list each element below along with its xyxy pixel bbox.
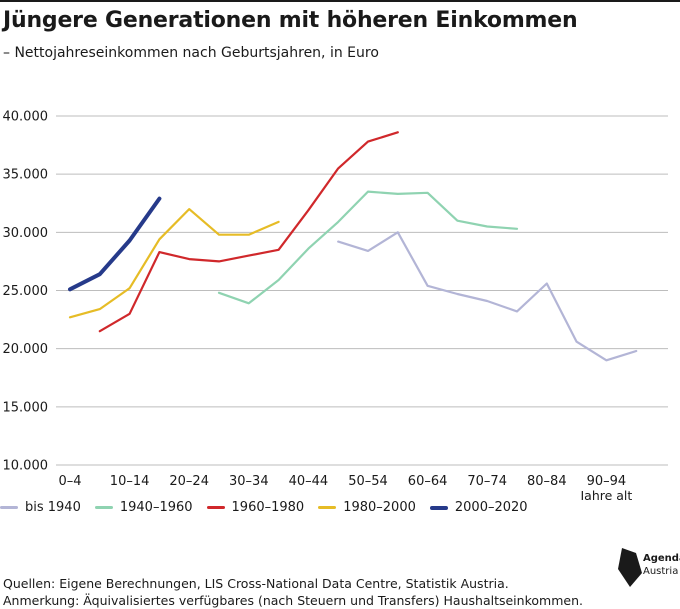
sources-note: Quellen: Eigene Berechnungen, LIS Cross-… bbox=[3, 576, 509, 591]
legend-item: 2000–2020 bbox=[429, 500, 528, 515]
agenda-austria-logo bbox=[618, 548, 642, 587]
x-tick-label: 0–4 bbox=[58, 474, 81, 489]
x-tick-label: 30–34 bbox=[229, 474, 269, 489]
x-tick-label: 50–54 bbox=[348, 474, 388, 489]
line-chart: 10.000 15.000 20.000 25.000 30.000 35.000 40.0… bbox=[3, 110, 668, 500]
chart-footer: Quellen: Eigene Berechnungen, LIS Cross-… bbox=[3, 575, 583, 609]
legend-swatch bbox=[206, 506, 225, 509]
top-rule bbox=[0, 0, 680, 2]
y-tick-label: 25.000 bbox=[3, 284, 49, 299]
legend-item: 1940–1960 bbox=[94, 500, 193, 515]
legend-label: bis 1940 bbox=[25, 500, 81, 515]
logo-text-austria: Austria bbox=[643, 566, 679, 577]
y-tick-label: 15.000 bbox=[3, 400, 49, 415]
y-tick-label: 10.000 bbox=[3, 459, 49, 474]
legend-item: bis 1940 bbox=[0, 500, 81, 515]
x-tick-label: 70–74 bbox=[467, 474, 507, 489]
logo-text-agenda: Agenda bbox=[643, 553, 680, 564]
x-tick-label: 90–94 bbox=[587, 474, 627, 489]
legend-label: 1960–1980 bbox=[231, 500, 305, 515]
series-line bbox=[68, 208, 280, 319]
y-tick-label: 20.000 bbox=[3, 342, 49, 357]
legend-item: 1980–2000 bbox=[318, 500, 416, 515]
chart-legend: bis 1940 1940–1960 1960–1980 1980–2000 2000–… bbox=[0, 500, 542, 515]
chart-subtitle: – Nettojahreseinkommen nach Geburtsjahre… bbox=[3, 45, 379, 61]
x-tick-label: 80–84 bbox=[527, 474, 567, 489]
methodology-note: Anmerkung: Äquivalisiertes verfügbares (… bbox=[3, 593, 583, 608]
series-line bbox=[98, 131, 399, 333]
x-tick-label: 10–14 bbox=[110, 474, 150, 489]
x-tick-label: 60–64 bbox=[408, 474, 448, 489]
x-tick-label: 40–44 bbox=[289, 474, 329, 489]
legend-swatch bbox=[429, 505, 448, 510]
logo-mark-icon bbox=[618, 548, 642, 587]
legend-item: 1960–1980 bbox=[206, 500, 305, 515]
x-tick-label: 20–24 bbox=[169, 474, 209, 489]
series-line bbox=[68, 196, 162, 292]
legend-label: 1940–1960 bbox=[119, 500, 193, 515]
chart-title: Jüngere Generationen mit höheren Einkomm… bbox=[3, 8, 578, 33]
y-tick-label: 35.000 bbox=[3, 168, 49, 183]
legend-swatch bbox=[0, 506, 18, 509]
legend-swatch bbox=[94, 506, 113, 509]
legend-label: 1980–2000 bbox=[343, 500, 416, 515]
series-line bbox=[337, 231, 638, 362]
y-tick-label: 30.000 bbox=[3, 226, 49, 241]
series-line bbox=[217, 190, 519, 305]
x-axis-label: Jahre alt bbox=[579, 488, 632, 500]
legend-label: 2000–2020 bbox=[454, 500, 528, 515]
legend-swatch bbox=[318, 506, 337, 509]
y-tick-label: 40.000 bbox=[3, 110, 49, 125]
